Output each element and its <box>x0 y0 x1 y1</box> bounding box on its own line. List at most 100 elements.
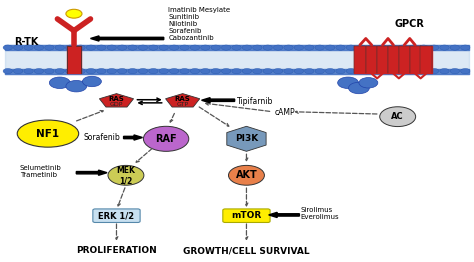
Circle shape <box>315 45 324 50</box>
Text: GTP: GTP <box>177 102 189 107</box>
Text: Imatinib Mesylate
Sunitinib
Nilotinib
Sorafenib
Cabozantinib: Imatinib Mesylate Sunitinib Nilotinib So… <box>168 7 230 41</box>
Text: Tipifarnib: Tipifarnib <box>237 96 273 106</box>
Circle shape <box>180 45 189 50</box>
FancyArrow shape <box>91 36 164 41</box>
Circle shape <box>45 68 54 74</box>
Circle shape <box>429 45 439 50</box>
Circle shape <box>419 68 428 74</box>
Circle shape <box>149 68 158 74</box>
Circle shape <box>336 68 345 74</box>
Circle shape <box>82 76 101 87</box>
Circle shape <box>461 68 470 74</box>
Text: cAMP: cAMP <box>275 108 295 117</box>
Circle shape <box>429 68 439 74</box>
Text: Sirolimus
Everolimus: Sirolimus Everolimus <box>301 207 339 220</box>
Circle shape <box>221 68 231 74</box>
Circle shape <box>461 45 470 50</box>
Circle shape <box>325 68 335 74</box>
Circle shape <box>149 45 158 50</box>
Text: PROLIFERATION: PROLIFERATION <box>76 246 157 255</box>
Text: ERK 1/2: ERK 1/2 <box>99 211 135 220</box>
Circle shape <box>13 45 23 50</box>
Text: AKT: AKT <box>236 170 257 180</box>
Text: RAS: RAS <box>175 96 191 102</box>
FancyArrow shape <box>269 212 300 217</box>
Circle shape <box>128 45 137 50</box>
Text: GROWTH/CELL SURVIVAL: GROWTH/CELL SURVIVAL <box>183 246 310 255</box>
Circle shape <box>24 68 33 74</box>
Circle shape <box>263 68 273 74</box>
Ellipse shape <box>17 120 79 147</box>
Circle shape <box>348 82 369 94</box>
Text: Selumetinib
Trametinib: Selumetinib Trametinib <box>19 165 61 178</box>
Circle shape <box>367 45 376 50</box>
Circle shape <box>398 68 408 74</box>
Text: GDP: GDP <box>110 102 123 107</box>
Circle shape <box>211 68 220 74</box>
Circle shape <box>356 68 366 74</box>
Circle shape <box>55 45 64 50</box>
Circle shape <box>190 45 200 50</box>
Circle shape <box>356 45 366 50</box>
Text: NF1: NF1 <box>36 129 60 139</box>
Circle shape <box>388 68 397 74</box>
Circle shape <box>66 9 82 18</box>
Circle shape <box>242 68 252 74</box>
Circle shape <box>3 45 12 50</box>
Circle shape <box>305 45 314 50</box>
Circle shape <box>169 45 179 50</box>
Circle shape <box>440 68 449 74</box>
Circle shape <box>315 68 324 74</box>
Circle shape <box>190 68 200 74</box>
Text: MEK
1/2: MEK 1/2 <box>117 166 136 185</box>
Circle shape <box>45 45 54 50</box>
Circle shape <box>97 68 106 74</box>
Circle shape <box>13 68 23 74</box>
Polygon shape <box>165 94 200 107</box>
Circle shape <box>97 45 106 50</box>
Circle shape <box>118 45 127 50</box>
Circle shape <box>337 77 358 89</box>
Circle shape <box>305 68 314 74</box>
Circle shape <box>159 45 168 50</box>
Circle shape <box>398 45 408 50</box>
Circle shape <box>377 45 387 50</box>
Circle shape <box>232 68 241 74</box>
Circle shape <box>294 68 304 74</box>
Circle shape <box>65 45 75 50</box>
Circle shape <box>273 45 283 50</box>
Circle shape <box>294 45 304 50</box>
Circle shape <box>232 45 241 50</box>
Circle shape <box>377 68 387 74</box>
Circle shape <box>118 68 127 74</box>
Circle shape <box>138 68 148 74</box>
Circle shape <box>253 45 262 50</box>
Circle shape <box>336 45 345 50</box>
FancyBboxPatch shape <box>223 209 270 222</box>
Circle shape <box>3 68 12 74</box>
Text: RAS: RAS <box>109 96 124 102</box>
Text: GPCR: GPCR <box>394 19 424 29</box>
Circle shape <box>284 68 293 74</box>
Circle shape <box>409 45 418 50</box>
Circle shape <box>86 45 96 50</box>
Text: RAF: RAF <box>155 134 177 144</box>
Circle shape <box>253 68 262 74</box>
Circle shape <box>201 45 210 50</box>
Text: mTOR: mTOR <box>231 211 262 220</box>
Circle shape <box>346 45 356 50</box>
Circle shape <box>76 68 85 74</box>
Text: PI3K: PI3K <box>235 134 258 143</box>
Text: Sorafenib: Sorafenib <box>83 133 120 142</box>
Circle shape <box>169 68 179 74</box>
Circle shape <box>346 68 356 74</box>
FancyArrow shape <box>201 98 235 103</box>
FancyBboxPatch shape <box>93 209 140 222</box>
Circle shape <box>34 68 44 74</box>
Text: R-TK: R-TK <box>15 37 39 47</box>
Circle shape <box>66 80 87 92</box>
Circle shape <box>144 126 189 151</box>
Circle shape <box>107 68 117 74</box>
Circle shape <box>388 45 397 50</box>
Circle shape <box>211 45 220 50</box>
